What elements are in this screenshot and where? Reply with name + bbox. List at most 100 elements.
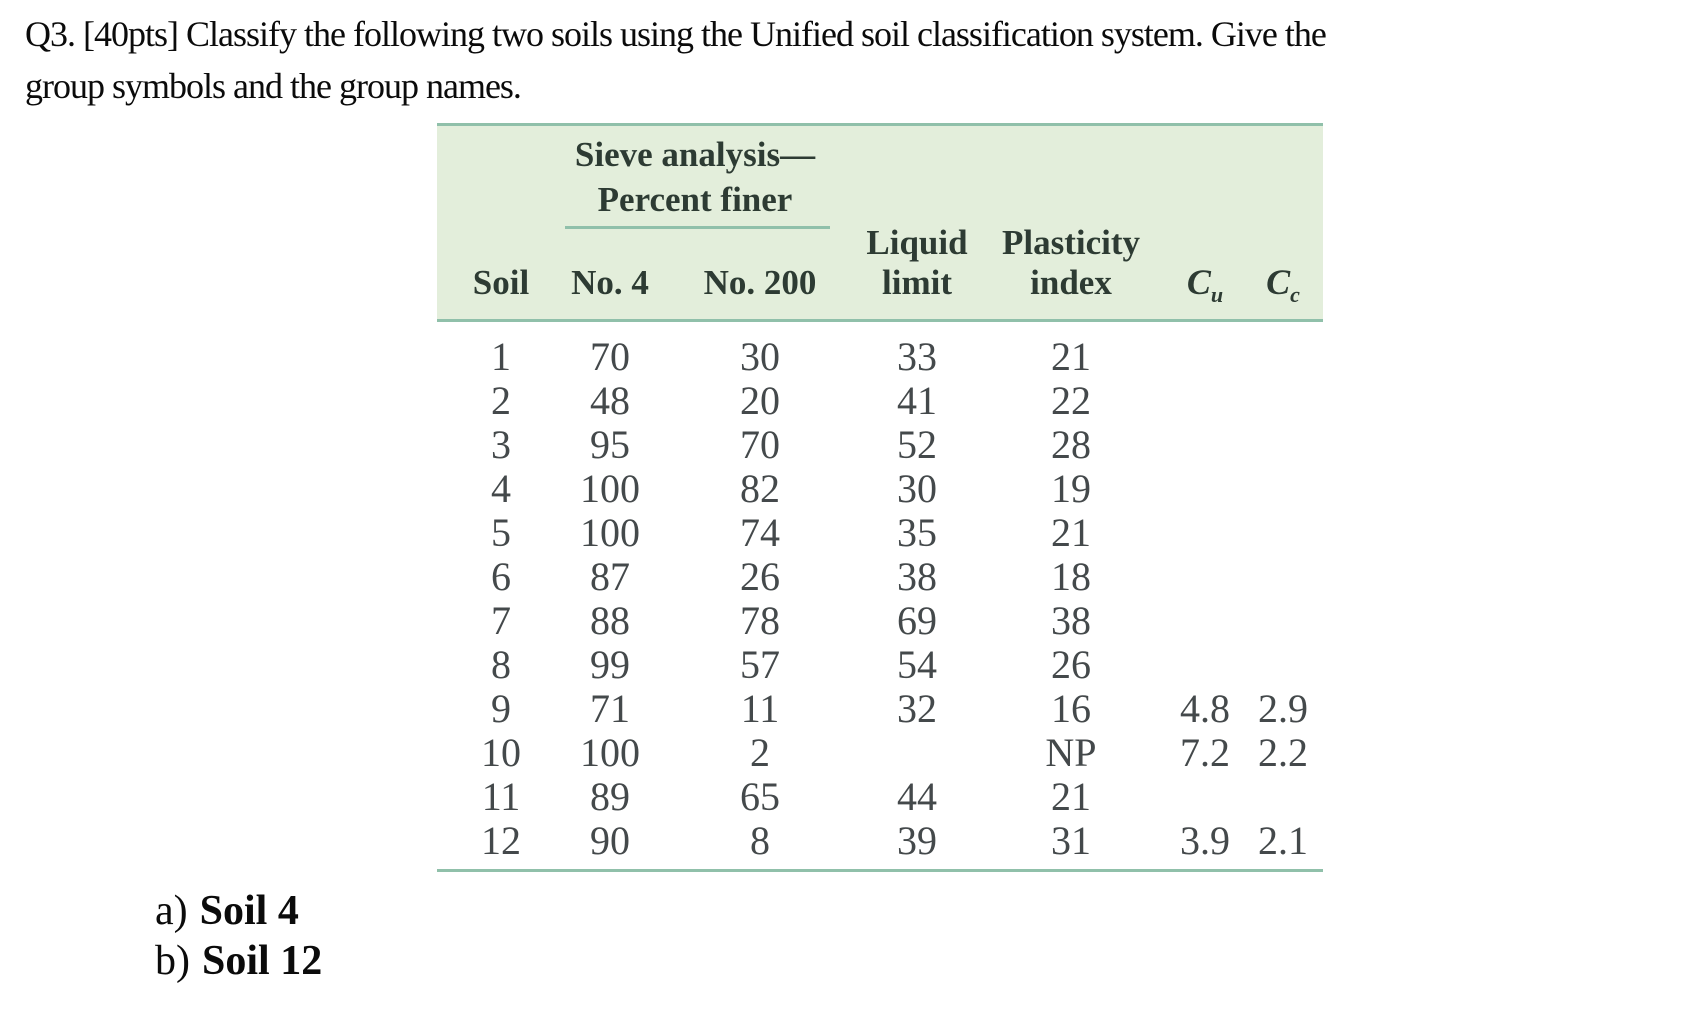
sieve-group-underline bbox=[565, 226, 830, 229]
table-cell bbox=[1198, 643, 1368, 687]
cu-symbol: C bbox=[1186, 262, 1211, 302]
table-cell: 4 bbox=[491, 466, 511, 511]
column-header-plasticity-index: Plasticity index bbox=[986, 223, 1156, 303]
table-row: 7 88 78 69 38 bbox=[437, 599, 1323, 643]
table-row: 5 100 74 35 21 bbox=[437, 511, 1323, 555]
table-cell: 1 bbox=[491, 334, 511, 379]
table-cell bbox=[1198, 775, 1368, 819]
table-cell: 71 bbox=[590, 686, 630, 731]
table-row: 6 87 26 38 18 bbox=[437, 555, 1323, 599]
table-cell: 19 bbox=[1051, 466, 1091, 511]
table-cell: 2 bbox=[750, 730, 770, 775]
table-cell bbox=[1198, 379, 1368, 423]
table-cell: 30 bbox=[740, 334, 780, 379]
plasticity-index-line-2: index bbox=[1030, 263, 1112, 302]
part-b-prefix: b) bbox=[155, 938, 190, 984]
table-cell: 33 bbox=[897, 334, 937, 379]
table-cell: 65 bbox=[740, 774, 780, 819]
table-cell: 21 bbox=[1051, 774, 1091, 819]
table-cell: 44 bbox=[897, 774, 937, 819]
part-b-label: Soil 12 bbox=[202, 938, 323, 984]
soil-data-table: Sieve analysis— Percent finer Soil No. 4… bbox=[437, 123, 1323, 875]
table-cell: NP bbox=[1045, 730, 1097, 775]
table-cell: 30 bbox=[897, 466, 937, 511]
table-row: 8 99 57 54 26 bbox=[437, 643, 1323, 687]
table-cell: 2 bbox=[491, 378, 511, 423]
table-cell: 12 bbox=[481, 818, 521, 863]
table-cell: 28 bbox=[1051, 422, 1091, 467]
sieve-analysis-group-header: Sieve analysis— Percent finer bbox=[555, 132, 835, 222]
table-cell bbox=[1198, 467, 1368, 511]
part-a-prefix: a) bbox=[155, 888, 188, 934]
table-cell: 54 bbox=[897, 642, 937, 687]
table-cell: 5 bbox=[491, 510, 511, 555]
question-line-1: Q3. [40pts] Classify the following two s… bbox=[25, 14, 1327, 54]
column-header-no4: No. 4 bbox=[571, 263, 649, 302]
table-header: Sieve analysis— Percent finer Soil No. 4… bbox=[437, 123, 1323, 322]
sieve-header-line-2: Percent finer bbox=[597, 180, 793, 219]
table-cell bbox=[1198, 335, 1368, 379]
table-cell: 57 bbox=[740, 642, 780, 687]
table-cell: 88 bbox=[590, 598, 630, 643]
table-cell: 38 bbox=[897, 554, 937, 599]
table-cell: 31 bbox=[1051, 818, 1091, 863]
table-cell: 90 bbox=[590, 818, 630, 863]
table-cell: 7 bbox=[491, 598, 511, 643]
liquid-limit-line-1: Liquid bbox=[866, 223, 968, 262]
table-cell: 48 bbox=[590, 378, 630, 423]
table-cell: 22 bbox=[1051, 378, 1091, 423]
table-cell: 35 bbox=[897, 510, 937, 555]
cc-subscript: c bbox=[1290, 282, 1300, 307]
table-cell: 87 bbox=[590, 554, 630, 599]
table-cell: 2.2 bbox=[1258, 730, 1308, 775]
table-cell: 89 bbox=[590, 774, 630, 819]
question-text: Q3. [40pts] Classify the following two s… bbox=[25, 8, 1327, 112]
part-a: a) Soil 4 bbox=[155, 888, 299, 934]
table-cell: 52 bbox=[897, 422, 937, 467]
table-row: 3 95 70 52 28 bbox=[437, 423, 1323, 467]
table-row: 12 90 8 39 31 3.9 2.1 bbox=[437, 819, 1323, 863]
table-cell: 9 bbox=[491, 686, 511, 731]
table-cell: 26 bbox=[1051, 642, 1091, 687]
table-row: 2 48 20 41 22 bbox=[437, 379, 1323, 423]
column-header-liquid-limit: Liquid limit bbox=[832, 223, 1002, 303]
table-cell bbox=[1198, 511, 1368, 555]
table-cell: 20 bbox=[740, 378, 780, 423]
table-cell: 38 bbox=[1051, 598, 1091, 643]
question-line-2: group symbols and the group names. bbox=[25, 66, 522, 106]
column-header-cu: Cu bbox=[1120, 262, 1290, 306]
table-cell: 11 bbox=[740, 686, 780, 731]
table-cell: 26 bbox=[740, 554, 780, 599]
cc-symbol: C bbox=[1266, 262, 1291, 302]
table-cell: 3 bbox=[491, 422, 511, 467]
table-cell bbox=[832, 731, 1002, 775]
table-cell: 69 bbox=[897, 598, 937, 643]
column-header-cc: Cc bbox=[1198, 262, 1368, 306]
table-cell bbox=[1198, 599, 1368, 643]
table-row: 1 70 30 33 21 bbox=[437, 335, 1323, 379]
table-cell: 21 bbox=[1051, 334, 1091, 379]
table-row: 10 100 2 NP 7.2 2.2 bbox=[437, 731, 1323, 775]
table-cell: 11 bbox=[481, 774, 521, 819]
table-cell: 3.9 bbox=[1180, 818, 1230, 863]
table-cell: 32 bbox=[897, 686, 937, 731]
table-cell: 39 bbox=[897, 818, 937, 863]
part-a-label: Soil 4 bbox=[199, 888, 299, 934]
table-row: 11 89 65 44 21 bbox=[437, 775, 1323, 819]
table-cell: 82 bbox=[740, 466, 780, 511]
table-cell: 8 bbox=[750, 818, 770, 863]
table-cell: 6 bbox=[491, 554, 511, 599]
table-cell: 70 bbox=[590, 334, 630, 379]
table-cell: 16 bbox=[1051, 686, 1091, 731]
table-row: 9 71 11 32 16 4.8 2.9 bbox=[437, 687, 1323, 731]
table-cell: 21 bbox=[1051, 510, 1091, 555]
column-header-no200: No. 200 bbox=[703, 263, 817, 302]
table-cell: 78 bbox=[740, 598, 780, 643]
table-cell: 70 bbox=[740, 422, 780, 467]
table-cell: 74 bbox=[740, 510, 780, 555]
table-cell: 7.2 bbox=[1180, 730, 1230, 775]
table-cell: 2.9 bbox=[1258, 686, 1308, 731]
cu-subscript: u bbox=[1210, 282, 1224, 307]
column-header-soil: Soil bbox=[472, 263, 530, 302]
